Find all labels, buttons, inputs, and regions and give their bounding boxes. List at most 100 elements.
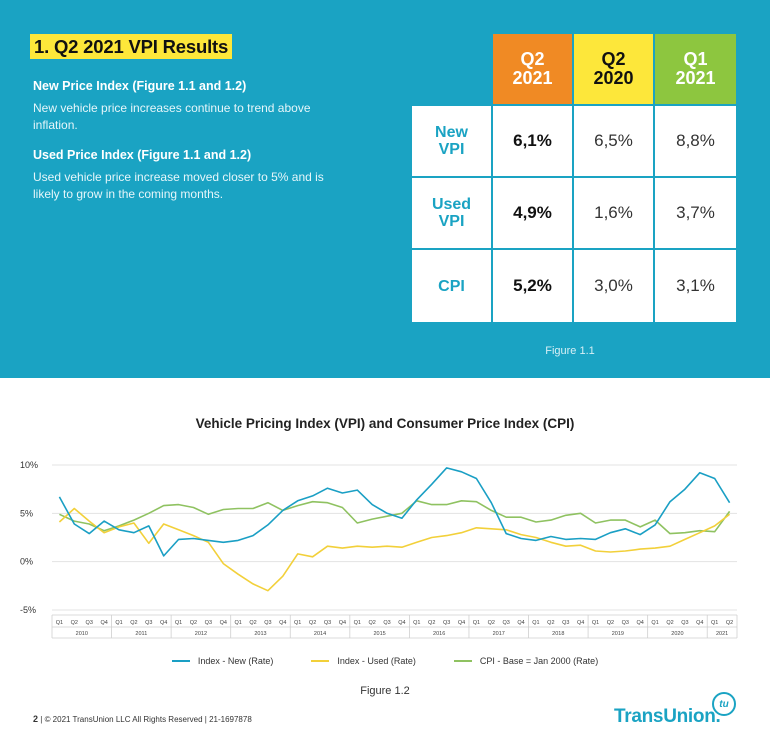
table-cell-value: 8,8% — [655, 106, 736, 176]
quarter-tick-label: Q4 — [160, 620, 167, 626]
legend-label: Index - New (Rate) — [197, 656, 274, 666]
table-cell-text: 3,0% — [594, 276, 633, 295]
quarter-tick-label: Q2 — [190, 620, 197, 626]
table-row-label: New VPI — [412, 106, 491, 176]
quarter-tick-label: Q4 — [220, 620, 227, 626]
series-line-index-new-rate- — [58, 467, 731, 557]
quarter-tick-label: Q2 — [547, 620, 554, 626]
quarter-tick-label: Q3 — [503, 620, 510, 626]
row-label-text: Used VPI — [432, 196, 471, 230]
year-tick-label: 2011 — [135, 631, 147, 637]
table-cell-text: 3,1% — [676, 276, 715, 295]
column-header-line2: 2021 — [675, 68, 716, 88]
quarter-tick-label: Q1 — [592, 620, 599, 626]
vpi-results-table: Q2 2021 Q2 2020 Q1 2021 New VPI 6,1% 6,5% 8,8% Used… — [412, 34, 736, 322]
table-cell-value: 1,6% — [574, 178, 653, 248]
table-cell-text: 3,7% — [676, 203, 715, 222]
quarter-tick-label: Q4 — [517, 620, 524, 626]
column-header-text: Q2 2020 — [593, 50, 633, 88]
quarter-tick-label: Q1 — [711, 620, 718, 626]
quarter-tick-label: Q4 — [696, 620, 703, 626]
table-cell-value: 4,9% — [493, 178, 572, 248]
page-number: 2 — [33, 714, 39, 724]
table-cell-value: 5,2% — [493, 250, 572, 322]
quarter-tick-label: Q1 — [473, 620, 480, 626]
year-tick-label: 2017 — [493, 631, 505, 637]
quarter-tick-label: Q4 — [100, 620, 107, 626]
quarter-tick-label: Q2 — [428, 620, 435, 626]
quarter-tick-label: Q4 — [339, 620, 346, 626]
table-cell-text: 4,9% — [513, 203, 552, 222]
new-price-index-heading: New Price Index (Figure 1.1 and 1.2) — [33, 79, 247, 93]
series-line-index-used-rate- — [58, 507, 731, 592]
quarter-tick-label: Q4 — [637, 620, 644, 626]
table-row-label: Used VPI — [412, 178, 491, 248]
quarter-tick-label: Q1 — [651, 620, 658, 626]
quarter-tick-label: Q1 — [56, 620, 63, 626]
quarter-tick-label: Q2 — [726, 620, 733, 626]
table-cell-value: 3,1% — [655, 250, 736, 322]
quarter-tick-label: Q1 — [532, 620, 539, 626]
row-label-line2: VPI — [438, 141, 465, 158]
year-tick-label: 2019 — [612, 631, 624, 637]
quarter-tick-label: Q2 — [488, 620, 495, 626]
quarter-tick-label: Q3 — [622, 620, 629, 626]
chart-legend: Index - New (Rate) Index - Used (Rate) CPI… — [0, 656, 770, 666]
table-column-header: Q1 2021 — [655, 34, 736, 104]
table-cell-text: 5,2% — [513, 276, 552, 295]
table-cell-value: 3,7% — [655, 178, 736, 248]
y-tick-label: 0% — [20, 557, 33, 567]
year-tick-label: 2013 — [254, 631, 266, 637]
figure-1-2-caption: Figure 1.2 — [360, 685, 410, 697]
column-header-text: Q1 2021 — [675, 50, 715, 88]
quarter-tick-label: Q1 — [354, 620, 361, 626]
quarter-tick-label: Q1 — [413, 620, 420, 626]
figure-1-1-caption: Figure 1.1 — [545, 345, 595, 357]
quarter-tick-label: Q3 — [681, 620, 688, 626]
y-tick-label: -5% — [20, 605, 36, 615]
legend-item: Index - New (Rate) — [171, 656, 274, 666]
used-price-index-heading: Used Price Index (Figure 1.1 and 1.2) — [33, 148, 252, 162]
vpi-cpi-chart: Vehicle Pricing Index (VPI) and Consumer… — [0, 378, 770, 708]
transunion-badge: tu — [712, 692, 736, 716]
chart-title: Vehicle Pricing Index (VPI) and Consumer… — [195, 416, 575, 431]
year-tick-label: 2010 — [76, 631, 88, 637]
column-header-line1: Q2 — [601, 49, 626, 69]
year-tick-label: 2012 — [195, 631, 207, 637]
legend-swatch — [453, 660, 472, 662]
transunion-logo: TransUnion. — [614, 706, 721, 727]
quarter-tick-label: Q4 — [398, 620, 405, 626]
table-column-header: Q2 2021 — [493, 34, 572, 104]
year-tick-label: 2018 — [552, 631, 564, 637]
table-column-header: Q2 2020 — [574, 34, 653, 104]
table-cell-value: 6,1% — [493, 106, 572, 176]
quarter-tick-label: Q3 — [86, 620, 93, 626]
quarter-tick-label: Q3 — [145, 620, 152, 626]
table-cell-text: 8,8% — [676, 131, 715, 150]
legend-label: Index - Used (Rate) — [337, 656, 416, 666]
legend-item: Index - Used (Rate) — [311, 656, 416, 666]
footer: 2 | © 2021 TransUnion LLC All Rights Res… — [33, 714, 252, 724]
year-tick-label: 2016 — [433, 631, 445, 637]
column-header-line2: 2020 — [593, 68, 634, 88]
row-label-line2: VPI — [438, 213, 465, 230]
legend-swatch — [311, 660, 330, 662]
column-header-line2: 2021 — [512, 68, 553, 88]
column-header-line1: Q2 — [520, 49, 545, 69]
year-tick-label: 2021 — [716, 631, 728, 637]
copyright-text: © 2021 TransUnion LLC All Rights Reserve… — [44, 715, 252, 724]
quarter-tick-label: Q3 — [264, 620, 271, 626]
quarter-tick-label: Q3 — [562, 620, 569, 626]
row-label-text: New VPI — [435, 124, 468, 158]
quarter-tick-label: Q4 — [577, 620, 584, 626]
year-tick-label: 2015 — [373, 631, 385, 637]
quarter-tick-label: Q2 — [666, 620, 673, 626]
legend-label: CPI - Base = Jan 2000 (Rate) — [479, 656, 599, 666]
year-tick-label: 2020 — [671, 631, 683, 637]
used-price-index-text: Used vehicle price increase moved closer… — [33, 170, 324, 201]
row-label-text: CPI — [438, 278, 465, 295]
quarter-tick-label: Q2 — [368, 620, 375, 626]
quarter-tick-label: Q1 — [175, 620, 182, 626]
row-label-line1: CPI — [438, 277, 465, 295]
table-cell-text: 6,1% — [513, 131, 552, 150]
